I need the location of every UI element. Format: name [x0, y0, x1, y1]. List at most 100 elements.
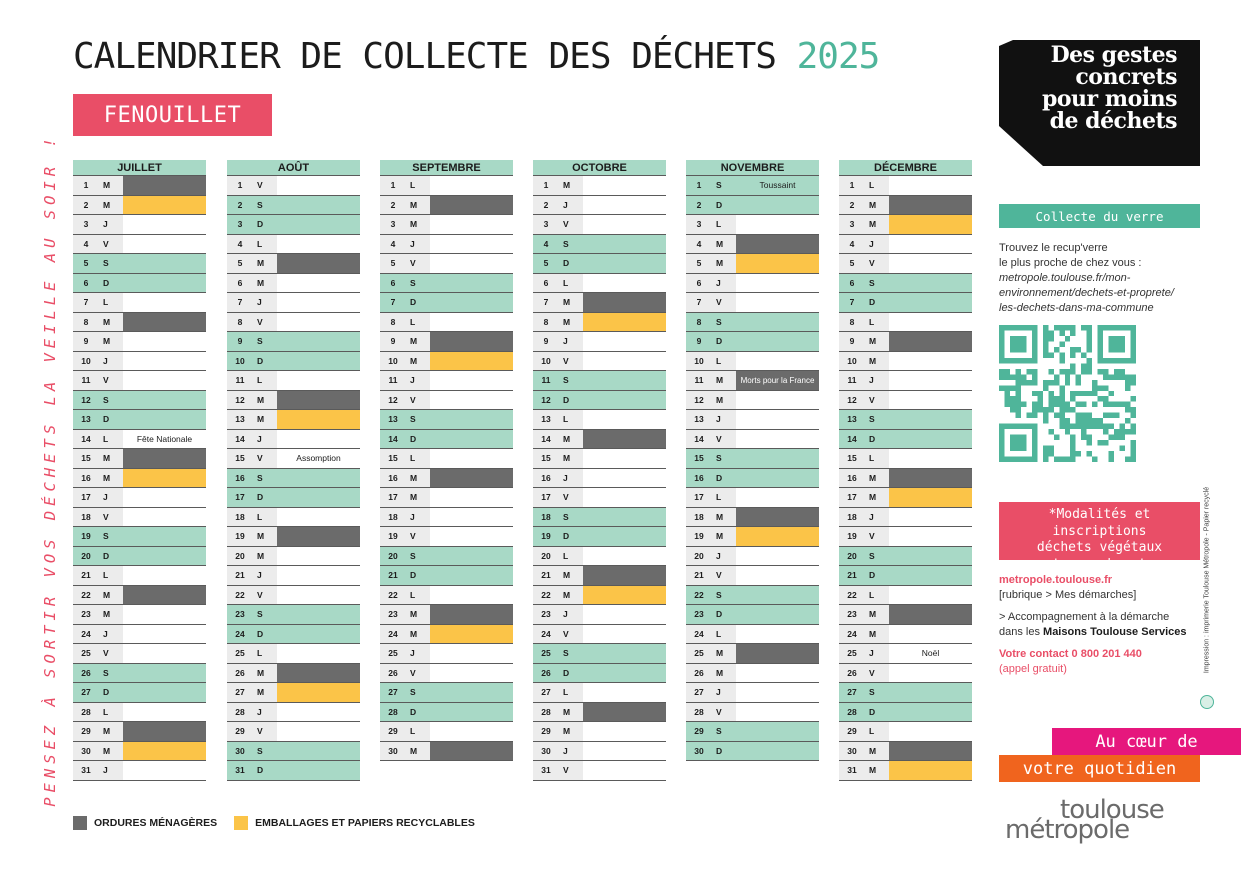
day-weekday: V	[716, 433, 722, 444]
day-cell	[277, 624, 360, 643]
verre-url-1[interactable]: metropole.toulouse.fr/mon-	[999, 272, 1131, 284]
day-number: 1	[237, 180, 243, 190]
day-weekday: V	[257, 726, 263, 736]
day-cell	[430, 546, 513, 565]
day-row: 25 V	[73, 644, 206, 664]
day-number: 23	[541, 609, 551, 619]
day-cell	[123, 605, 206, 624]
day-weekday: L	[716, 219, 722, 229]
month-title: AOÛT	[227, 160, 360, 176]
day-number: 17	[541, 492, 551, 502]
day-row: 20 M	[227, 546, 360, 566]
day-cell	[430, 722, 513, 741]
day-weekday: M	[257, 414, 265, 424]
day-cell	[277, 429, 360, 448]
day-number: 24	[81, 628, 91, 639]
day-cell	[277, 234, 360, 253]
day-number: 9	[390, 336, 396, 346]
day-number: 27	[694, 687, 704, 697]
emballages-collection-cell	[123, 195, 206, 214]
day-number: 18	[541, 511, 551, 522]
day-row: 14 L Fête Nationale	[73, 429, 206, 449]
ordures-collection-cell	[430, 468, 513, 487]
day-cell	[736, 312, 819, 331]
ordures-collection-cell	[430, 605, 513, 624]
day-cell	[123, 273, 206, 292]
day-row: 15 L	[839, 449, 972, 469]
day-row: 24 M	[380, 624, 513, 644]
day-number: 11	[847, 375, 857, 385]
day-row: 27 D	[73, 683, 206, 703]
day-weekday: V	[257, 589, 263, 600]
day-number: 3	[237, 219, 243, 229]
day-row: 13 L	[533, 410, 666, 430]
verre-url-3[interactable]: les-dechets-dans-ma-commune	[999, 302, 1154, 314]
day-weekday: M	[103, 180, 111, 190]
ordures-collection-cell	[583, 702, 666, 721]
day-cell	[583, 351, 666, 370]
day-weekday: V	[869, 531, 875, 541]
day-row: 18 J	[380, 507, 513, 527]
qr-code-icon[interactable]	[999, 325, 1136, 462]
day-number: 2	[543, 199, 549, 210]
day-row: 28 D	[839, 702, 972, 722]
day-weekday: M	[257, 550, 265, 561]
day-cell	[583, 390, 666, 409]
day-weekday: J	[257, 433, 262, 444]
day-number: 4	[696, 238, 702, 249]
day-row: 15 S	[686, 449, 819, 469]
day-weekday: M	[257, 277, 265, 288]
modalites-box: *Modalités et inscriptions déchets végét…	[999, 502, 1200, 572]
day-row: 30 D	[686, 741, 819, 761]
day-row: 25 L	[227, 644, 360, 664]
day-weekday: J	[410, 511, 415, 522]
day-weekday: M	[716, 258, 724, 268]
day-weekday: M	[869, 765, 877, 775]
day-cell	[736, 566, 819, 585]
day-row: 23 S	[227, 605, 360, 625]
day-number: 16	[541, 472, 551, 483]
day-cell	[277, 351, 360, 370]
day-cell	[277, 488, 360, 507]
day-cell	[277, 507, 360, 526]
day-weekday: M	[716, 648, 724, 658]
day-weekday: S	[869, 687, 875, 697]
metropole-link[interactable]: metropole.toulouse.fr	[999, 574, 1113, 586]
modal-line-2: déchets végétaux	[1036, 540, 1163, 555]
day-weekday: M	[716, 531, 724, 541]
day-cell	[430, 449, 513, 468]
verre-url-2[interactable]: environnement/dechets-et-proprete/	[999, 287, 1174, 299]
day-number: 11	[694, 375, 704, 385]
day-weekday: L	[716, 355, 722, 366]
day-row: 25 J	[380, 644, 513, 664]
day-weekday: M	[563, 706, 571, 717]
day-number: 11	[388, 375, 398, 385]
contact-phone[interactable]: Votre contact 0 800 201 440	[999, 648, 1142, 660]
day-number: 16	[235, 472, 245, 483]
day-row: 17 V	[533, 488, 666, 508]
emballages-collection-cell	[430, 351, 513, 370]
day-row: 31 J	[73, 761, 206, 781]
day-number: 19	[235, 531, 245, 541]
day-number: 20	[541, 550, 551, 561]
day-row: 22 L	[380, 585, 513, 605]
day-row: 16 J	[533, 468, 666, 488]
day-cell	[736, 546, 819, 565]
day-row: 24 J	[73, 624, 206, 644]
day-weekday: D	[563, 394, 570, 405]
day-number: 4	[237, 238, 243, 249]
day-number: 25	[81, 648, 91, 658]
day-row: 16 M	[73, 468, 206, 488]
day-weekday: S	[410, 550, 416, 561]
day-cell	[277, 468, 360, 487]
ordures-collection-cell	[430, 741, 513, 760]
day-weekday: L	[103, 297, 109, 307]
print-note-text: Impression : imprimerie Toulouse Métropo…	[1203, 486, 1211, 674]
day-weekday: D	[103, 550, 110, 561]
day-number: 1	[543, 180, 549, 190]
